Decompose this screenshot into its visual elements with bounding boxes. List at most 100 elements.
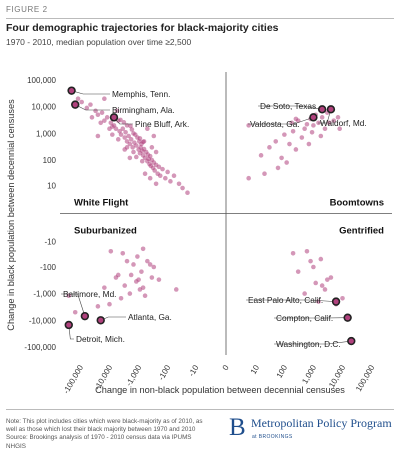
quadrant-label: Boomtowns <box>330 198 384 209</box>
data-point <box>127 155 133 161</box>
data-point <box>118 132 124 137</box>
data-point <box>129 127 135 132</box>
data-point <box>72 309 78 315</box>
data-point <box>149 275 155 280</box>
data-point <box>102 118 107 123</box>
data-point <box>107 301 112 307</box>
logo-name: Metropolitan Policy Program <box>251 416 392 430</box>
data-point <box>104 115 110 120</box>
data-point <box>102 285 107 290</box>
data-point <box>89 115 95 120</box>
data-point <box>284 160 289 165</box>
city-label: East Palo Alto, Calif. <box>248 295 323 305</box>
y-tick-label: -100,000 <box>24 343 56 352</box>
y-tick-label: 100 <box>43 156 57 165</box>
data-point <box>142 155 148 161</box>
chart-title: Four demographic trajectories for black-… <box>6 22 279 34</box>
data-point <box>108 248 114 254</box>
data-point <box>120 251 126 256</box>
y-tick-label: 100,000 <box>27 76 56 85</box>
data-point <box>95 112 101 118</box>
data-point <box>142 171 148 176</box>
data-point <box>173 287 179 292</box>
figure-label: FIGURE 2 <box>6 5 48 14</box>
quadrant-labels: White Flight Boomtowns Suburbanized Gentrif… <box>74 198 384 237</box>
data-point <box>304 121 310 127</box>
highlighted-city: Birmingham, Ala. <box>71 100 175 115</box>
data-point <box>299 135 305 140</box>
data-point <box>287 141 292 147</box>
data-point <box>180 185 185 191</box>
data-point <box>127 141 133 147</box>
data-point <box>282 132 287 137</box>
leader-line <box>248 117 314 125</box>
highlighted-city: Detroit, Mich. <box>64 320 125 344</box>
data-point <box>290 251 296 256</box>
data-point <box>267 145 272 150</box>
data-point <box>262 171 267 176</box>
data-point <box>98 120 104 126</box>
leader-line <box>274 340 352 345</box>
data-point <box>139 158 145 164</box>
leader-line <box>68 324 74 340</box>
data-point <box>111 123 117 128</box>
data-point <box>311 123 316 128</box>
data-point <box>133 279 139 284</box>
quadrant-label: Suburbanized <box>74 226 137 237</box>
data-point <box>126 133 131 139</box>
leader-line <box>75 104 110 111</box>
data-point <box>302 126 307 132</box>
data-point <box>93 108 98 114</box>
data-point <box>135 254 140 259</box>
city-label: Atlanta, Ga. <box>128 312 172 322</box>
data-point <box>176 181 182 187</box>
data-point <box>122 283 128 288</box>
data-point <box>165 169 170 175</box>
x-tick-label: -100 <box>157 363 173 382</box>
quadrant-label: Gentrified <box>339 226 384 237</box>
data-point <box>122 135 128 140</box>
data-point <box>124 145 130 150</box>
data-point <box>185 190 190 196</box>
data-point <box>152 168 157 173</box>
top-divider <box>6 18 394 19</box>
data-point <box>115 137 121 142</box>
data-point <box>273 139 279 144</box>
data-point <box>335 115 341 120</box>
x-tick-label: 100,000 <box>354 363 377 393</box>
data-point <box>258 153 264 158</box>
data-point <box>102 96 107 101</box>
leader-line <box>246 299 337 302</box>
data-point <box>131 149 136 155</box>
data-point <box>306 141 312 147</box>
quadrant-label: White Flight <box>74 198 129 209</box>
data-point <box>139 269 144 274</box>
y-tick-label: -10,000 <box>29 316 57 325</box>
data-point <box>275 165 281 171</box>
data-point <box>140 246 146 252</box>
data-point <box>128 137 134 142</box>
footnote: Note: This plot includes cities which we… <box>6 418 206 451</box>
data-point <box>120 126 126 132</box>
highlight-marker <box>96 316 105 325</box>
highlighted-city: East Palo Alto, Calif. <box>246 295 341 306</box>
city-label: Memphis, Tenn. <box>112 89 170 99</box>
data-point <box>326 120 332 126</box>
data-point <box>113 275 119 280</box>
logo-subtitle: at BROOKINGS <box>252 434 293 440</box>
data-point <box>319 283 325 288</box>
data-point <box>95 304 101 309</box>
data-point <box>128 272 134 278</box>
y-tick-label: -1,000 <box>33 290 56 299</box>
data-point <box>137 287 143 292</box>
data-point <box>171 173 177 179</box>
highlight-marker <box>343 313 352 322</box>
highlight-marker <box>347 336 356 346</box>
data-point <box>293 147 299 152</box>
data-point <box>322 287 328 292</box>
leader-line <box>61 293 86 317</box>
data-point <box>133 154 139 160</box>
data-point <box>293 116 299 122</box>
highlighted-city: Compton, Calif. <box>274 313 352 323</box>
data-point <box>160 166 165 172</box>
